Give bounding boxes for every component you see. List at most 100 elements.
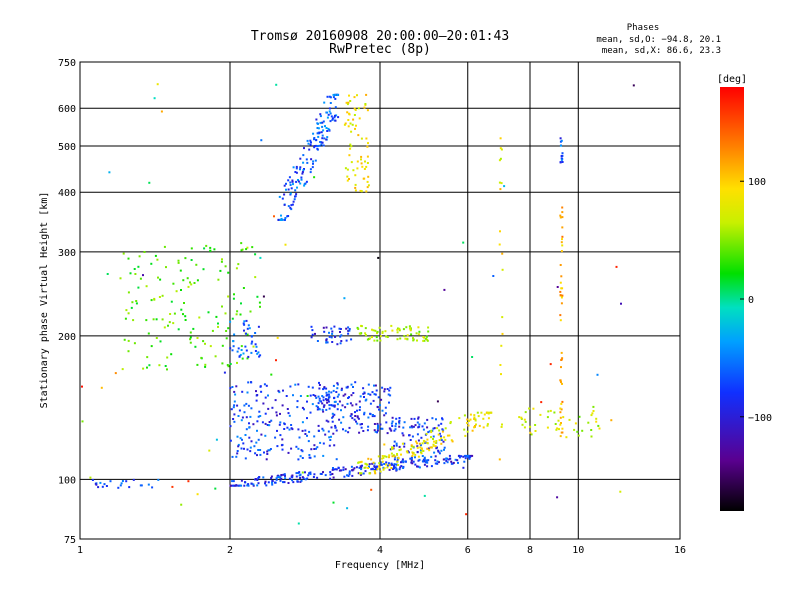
data-point — [440, 439, 443, 441]
data-point — [284, 477, 287, 480]
data-point — [369, 413, 372, 416]
data-point — [196, 363, 199, 366]
data-point — [243, 484, 246, 487]
data-point — [347, 329, 350, 332]
data-point — [349, 402, 352, 405]
data-point — [313, 444, 316, 447]
data-point — [275, 414, 278, 417]
data-point — [137, 286, 140, 289]
data-point — [595, 417, 598, 420]
data-point — [294, 171, 297, 173]
data-point — [278, 195, 281, 198]
data-point — [301, 172, 304, 175]
data-point — [259, 256, 262, 259]
data-point — [309, 143, 312, 146]
data-point — [238, 409, 241, 412]
data-point — [303, 408, 305, 411]
data-point — [299, 455, 302, 458]
data-point — [332, 389, 335, 392]
data-point — [225, 337, 228, 340]
data-point — [391, 416, 394, 419]
data-point — [244, 434, 247, 436]
data-point — [388, 456, 390, 459]
data-point — [392, 468, 394, 470]
data-point — [334, 106, 337, 109]
data-point — [498, 159, 501, 162]
data-point — [440, 449, 443, 452]
data-point — [437, 449, 440, 452]
data-point — [297, 383, 300, 386]
data-point — [367, 392, 370, 395]
data-point — [284, 474, 286, 477]
data-point — [412, 452, 414, 455]
data-point — [376, 339, 379, 342]
data-point — [357, 417, 360, 420]
data-point — [207, 311, 210, 314]
data-point — [307, 474, 310, 477]
data-point — [304, 182, 307, 185]
data-point — [131, 301, 134, 304]
data-point — [248, 327, 251, 330]
data-point — [524, 411, 527, 414]
data-point — [377, 424, 379, 427]
data-point — [332, 93, 335, 96]
data-point — [382, 468, 385, 471]
data-point — [182, 279, 185, 282]
data-point — [150, 262, 153, 265]
data-point — [368, 465, 370, 468]
data-point — [156, 258, 159, 261]
data-point — [250, 381, 253, 384]
data-point — [301, 171, 304, 173]
data-point — [427, 326, 430, 329]
data-point — [398, 329, 401, 332]
data-point — [157, 276, 159, 279]
data-point — [337, 393, 340, 396]
data-point — [350, 394, 353, 397]
data-point — [316, 408, 319, 411]
data-point — [356, 416, 359, 419]
data-point — [240, 345, 243, 348]
data-point — [559, 264, 562, 266]
data-point — [311, 386, 314, 389]
data-point — [346, 402, 349, 405]
data-point — [319, 121, 322, 124]
data-point — [254, 332, 257, 334]
data-point — [449, 421, 452, 423]
data-point — [271, 483, 274, 486]
data-point — [133, 342, 136, 345]
data-point — [301, 429, 304, 432]
data-point — [409, 426, 412, 429]
data-point — [356, 422, 359, 425]
data-point — [109, 480, 112, 483]
data-point — [336, 395, 339, 398]
data-point — [180, 289, 182, 291]
data-point — [573, 428, 576, 431]
data-point — [332, 467, 334, 469]
data-point — [238, 355, 241, 358]
data-point — [294, 189, 297, 192]
data-point — [248, 436, 251, 439]
data-point — [152, 318, 155, 321]
data-point — [233, 413, 236, 416]
data-point — [184, 257, 187, 260]
data-point — [242, 322, 245, 325]
data-point — [451, 440, 454, 443]
data-point — [434, 445, 437, 448]
data-point — [204, 342, 206, 345]
data-point — [368, 472, 371, 475]
data-point — [341, 404, 344, 407]
data-point — [265, 484, 268, 487]
data-point — [274, 399, 277, 402]
data-point — [243, 320, 246, 323]
data-point — [408, 325, 411, 328]
x-tick-label: 1 — [77, 545, 83, 556]
data-point — [417, 417, 420, 420]
data-point — [379, 423, 382, 426]
data-point — [418, 466, 421, 469]
data-point — [337, 116, 340, 119]
data-point — [279, 421, 282, 424]
data-point — [291, 180, 294, 183]
data-point — [426, 335, 428, 338]
data-point — [383, 388, 386, 391]
y-tick-label: 300 — [58, 248, 76, 259]
